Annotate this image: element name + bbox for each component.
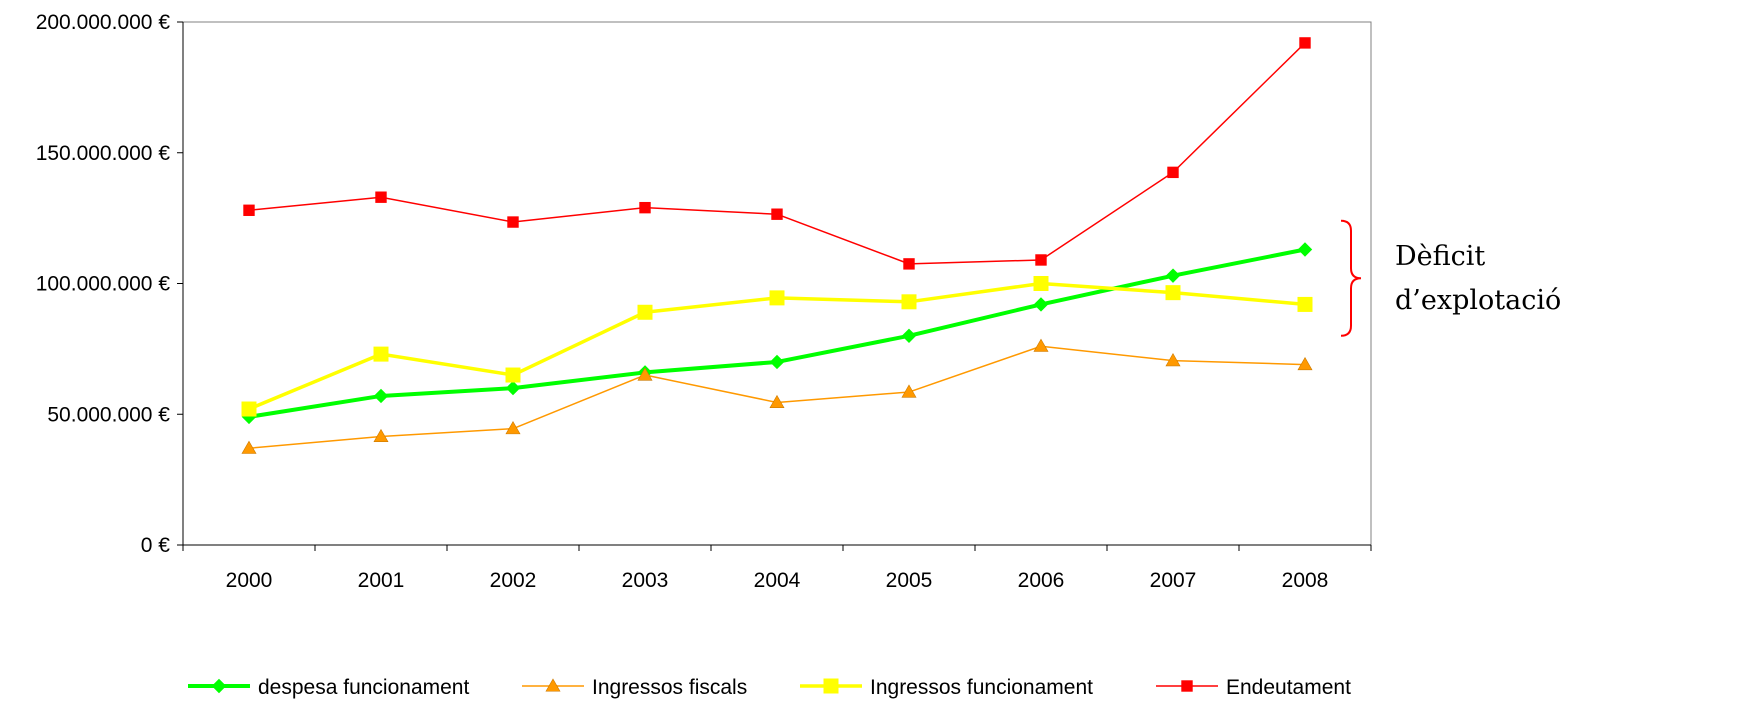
data-point [1297,242,1313,257]
data-point [1299,37,1311,49]
series-despesa-funcionament [241,242,1313,425]
legend-item: Ingressos funcionament [800,676,1093,699]
data-point [901,294,917,310]
legend-item: despesa funcionament [188,676,469,699]
data-point [901,384,917,398]
x-tick-label: 2008 [1282,569,1329,592]
data-point [901,328,917,344]
data-point [505,421,521,435]
annotation-line-2: d’explotació [1395,285,1561,316]
data-point [1035,254,1047,266]
x-tick-label: 2002 [490,569,537,592]
data-point [505,380,521,396]
x-tick-label: 2000 [226,569,273,592]
x-tick-label: 2003 [622,569,669,592]
data-point [1033,297,1049,312]
data-point [637,304,653,320]
data-point [639,201,651,214]
y-tick-label: 50.000.000 € [47,403,170,426]
series-ingressos-funcionament [241,276,1313,417]
deficit-bracket [1340,219,1362,337]
annotation-layer: Dèficit d’explotació [1340,219,1561,337]
annotation-line-1: Dèficit [1395,241,1485,272]
legend-marker [211,678,227,694]
legend-marker [1181,680,1193,692]
series-endeutament [243,37,1311,270]
y-axis: 0 € 50.000.000 € 100.000.000 € 150.000.000 … [36,11,184,557]
y-tick-label: 200.000.000 € [36,11,171,34]
data-point [1297,296,1313,312]
legend-label: Endeutament [1226,676,1351,699]
legend-label: Ingressos fiscals [592,676,747,699]
legend-marker [823,678,839,694]
data-point [769,290,785,306]
x-tick-label: 2006 [1018,569,1065,592]
x-tick-label: 2005 [886,569,933,592]
x-tick-label: 2001 [358,569,405,592]
data-point [375,191,387,203]
legend-item: Endeutament [1156,676,1351,699]
series-ingressos-fiscals [241,338,1313,454]
y-tick-label: 100.000.000 € [36,273,171,296]
data-point [769,394,785,409]
x-tick-label: 2007 [1150,569,1197,592]
legend-marker [545,678,561,692]
x-axis: 2000 2001 2002 2003 2004 2005 2006 2007 2008 [182,544,1372,592]
data-point [1165,353,1181,367]
data-point [243,204,255,216]
data-point [1297,356,1313,371]
data-point [507,216,519,228]
legend-label: Ingressos funcionament [870,676,1093,699]
data-point [771,208,783,220]
legend-item: Ingressos fiscals [522,676,747,699]
x-tick-label: 2004 [754,569,801,592]
plot-area [182,21,1372,546]
data-point [637,367,653,381]
data-point [769,354,785,370]
data-point [241,401,257,417]
data-point [241,440,257,454]
data-point [1165,268,1181,283]
legend: despesa funcionament Ingressos fiscals Ing… [188,676,1351,699]
y-tick-label: 0 € [141,534,171,557]
data-point [373,346,389,362]
data-point [505,367,521,383]
y-tick-label: 150.000.000 € [36,142,171,165]
data-point [1165,285,1181,301]
data-point [373,428,389,443]
series-layer [241,37,1313,454]
data-point [373,388,389,404]
data-point [1033,276,1049,291]
data-point [903,258,915,270]
data-point [1167,166,1179,179]
data-point [1033,338,1049,352]
legend-label: despesa funcionament [258,676,469,699]
